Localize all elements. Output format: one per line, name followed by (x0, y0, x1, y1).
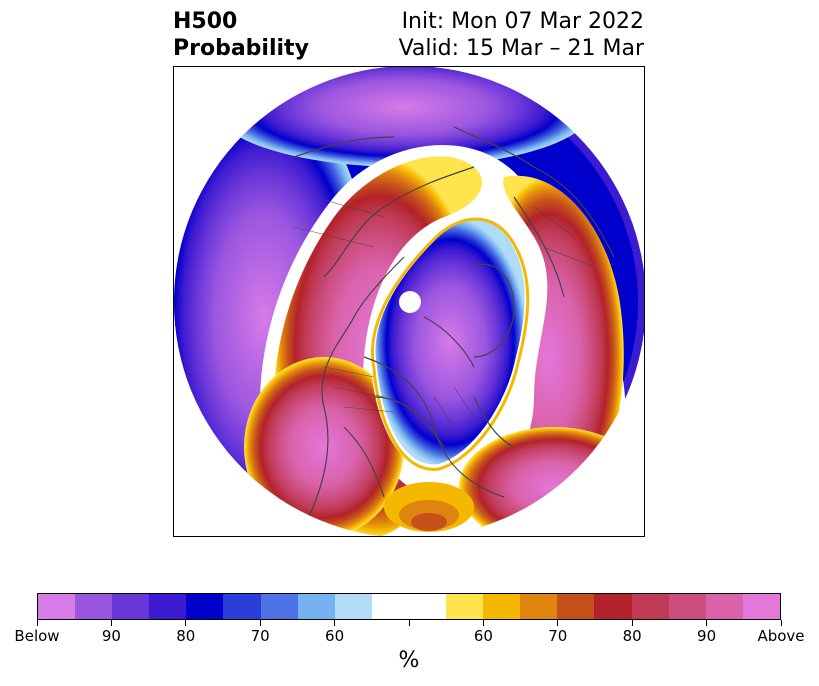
colorbar-swatch (223, 594, 261, 619)
colorbar-tick-label: 90 (697, 627, 717, 645)
colorbar-tick-label: 60 (325, 627, 345, 645)
colorbar-swatch (297, 594, 335, 619)
colorbar-tick (631, 620, 633, 626)
colorbar-swatch (149, 594, 187, 619)
colorbar-tick-label: 70 (548, 627, 568, 645)
product-title: Probability (173, 36, 309, 61)
colorbar-tick-label: 80 (176, 627, 196, 645)
colorbar-tick-label: 60 (473, 627, 493, 645)
colorbar-tick-label: Below (14, 627, 60, 645)
colorbar-tick-label: 90 (101, 627, 121, 645)
colorbar-swatch (38, 594, 76, 619)
colorbar-tick-label: Above (757, 627, 805, 645)
colorbar-tick (185, 620, 187, 626)
colorbar-swatch (742, 594, 780, 619)
valid-range: Valid: 15 Mar – 21 Mar (398, 36, 644, 61)
colorbar-swatch (75, 594, 113, 619)
probability-map (173, 66, 645, 537)
colorbar-tick-label: 80 (622, 627, 642, 645)
colorbar-swatch (334, 594, 372, 619)
colorbar-swatch (631, 594, 669, 619)
colorbar-swatch (557, 594, 595, 619)
colorbar-swatch (483, 594, 521, 619)
colorbar-swatch (112, 594, 150, 619)
colorbar-tick (334, 620, 336, 626)
colorbar-swatch (668, 594, 706, 619)
colorbar-tick (259, 620, 261, 626)
colorbar-swatch (186, 594, 224, 619)
coastlines (293, 126, 615, 528)
colorbar-tick (780, 620, 782, 626)
above-anomaly-west-us (244, 357, 404, 536)
colorbar-tick (408, 620, 410, 626)
colorbar-swatch (705, 594, 743, 619)
colorbar-tick (706, 620, 708, 626)
below-anomaly-north-america (372, 217, 528, 468)
colorbar-tick (110, 620, 112, 626)
colorbar-tick (482, 620, 484, 626)
colorbar (37, 593, 781, 620)
colorbar-swatch (594, 594, 632, 619)
colorbar-swatch (408, 594, 447, 619)
colorbar-swatch (446, 594, 484, 619)
colorbar-swatch (371, 594, 409, 619)
colorbar-swatch (260, 594, 298, 619)
colorbar-tick (557, 620, 559, 626)
field-title: H500 (173, 9, 238, 34)
map-canvas (174, 67, 644, 536)
pole-marker (399, 291, 421, 313)
colorbar-unit-label: % (398, 648, 420, 673)
colorbar-tick (36, 620, 38, 626)
colorbar-tick-label: 70 (250, 627, 270, 645)
init-date: Init: Mon 07 Mar 2022 (401, 9, 644, 34)
colorbar-swatch (520, 594, 558, 619)
